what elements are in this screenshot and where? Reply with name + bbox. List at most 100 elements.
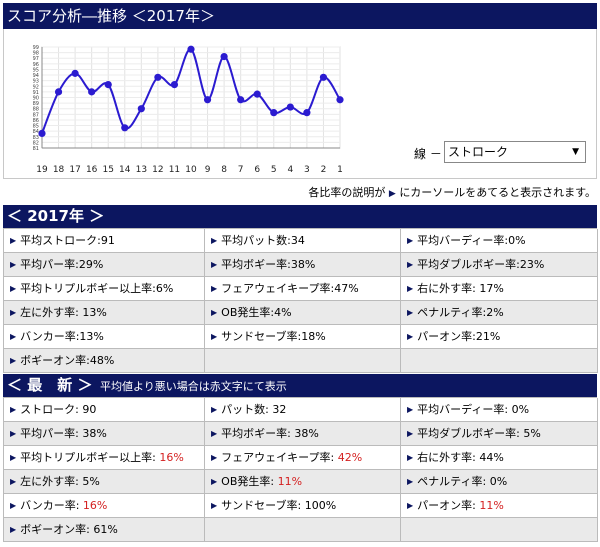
stat-cell[interactable]: ▶ パーオン率: 11%	[401, 494, 598, 518]
stat-cell	[205, 518, 401, 542]
stat-cell[interactable]: ▶ 平均ストローク:91	[4, 229, 205, 253]
y-tick-label: 83	[33, 135, 39, 141]
triangle-right-icon: ▶	[10, 260, 17, 269]
stat-label: フェアウェイキープ率:47%	[221, 282, 359, 295]
x-tick-label: 3	[304, 165, 310, 175]
y-tick-label: 81	[33, 146, 39, 152]
page-title: スコア分析―推移 ＜2017年＞	[3, 3, 597, 29]
stat-label: 平均トリプルボギー以上率:	[20, 451, 160, 464]
stat-cell[interactable]: ▶ 平均パー率: 38%	[4, 422, 205, 446]
triangle-right-icon: ▶	[211, 429, 218, 438]
data-point	[237, 96, 245, 104]
stat-cell[interactable]: ▶ サンドセーブ率: 100%	[205, 494, 401, 518]
x-tick-label: 1	[337, 165, 343, 175]
stat-cell[interactable]: ▶ 平均ボギー率: 38%	[205, 422, 401, 446]
stat-value: 5%	[523, 427, 541, 440]
data-point	[253, 90, 261, 98]
stat-label: OB発生率:	[221, 475, 278, 488]
stat-cell[interactable]: ▶ ボギーオン率:48%	[4, 349, 205, 373]
stat-cell[interactable]: ▶ 平均バーディー率: 0%	[401, 398, 598, 422]
triangle-right-icon: ▶	[407, 501, 414, 510]
x-tick-label: 19	[36, 165, 48, 175]
data-point	[38, 129, 46, 138]
x-tick-label: 10	[185, 165, 197, 175]
stat-value: 11%	[277, 475, 303, 488]
y-tick-label: 98	[33, 51, 39, 57]
stat-cell[interactable]: ▶ 平均ダブルボギー率:23%	[401, 253, 598, 277]
triangle-right-icon: ▶	[407, 308, 414, 317]
stat-cell[interactable]: ▶ 平均パット数:34	[205, 229, 401, 253]
y-tick-label: 94	[33, 73, 39, 79]
stat-value: 0%	[489, 475, 508, 488]
stat-label: 平均ダブルボギー率:23%	[417, 258, 545, 271]
stat-label: 平均トリプルボギー以上率:6%	[20, 282, 174, 295]
triangle-right-icon: ▶	[211, 477, 218, 486]
stat-label: 平均ダブルボギー率:	[417, 427, 524, 440]
stat-cell[interactable]: ▶ 平均パー率:29%	[4, 253, 205, 277]
x-tick-label: 7	[238, 165, 244, 175]
x-tick-label: 6	[254, 165, 260, 175]
triangle-right-icon: ▶	[211, 405, 218, 414]
hover-hint: 各比率の説明が ▶ にカーソールをあてると表示されます。	[300, 184, 596, 202]
chevron-down-icon: ▼	[572, 147, 579, 157]
triangle-right-icon: ▶	[211, 453, 218, 462]
data-point	[319, 73, 328, 81]
stat-cell[interactable]: ▶ ボギーオン率: 61%	[4, 518, 205, 542]
stat-cell[interactable]: ▶ 平均バーディー率:0%	[401, 229, 598, 253]
stat-cell[interactable]: ▶ OB発生率: 11%	[205, 470, 401, 494]
stat-cell[interactable]: ▶ サンドセーブ率:18%	[205, 325, 401, 349]
stat-label: パット数:	[221, 403, 273, 416]
x-tick-label: 13	[136, 165, 147, 175]
x-tick-label: 17	[69, 165, 80, 175]
stat-label: 平均パー率:	[20, 427, 83, 440]
stat-cell[interactable]: ▶ ストローク: 90	[4, 398, 205, 422]
stat-cell[interactable]: ▶ バンカー率:13%	[4, 325, 205, 349]
stat-cell[interactable]: ▶ フェアウェイキープ率:47%	[205, 277, 401, 301]
triangle-right-icon: ▶	[10, 332, 17, 341]
stat-label: バンカー率:13%	[20, 330, 104, 343]
stat-cell[interactable]: ▶ パーオン率:21%	[401, 325, 598, 349]
trend-chart: 9998979695949392919089888786858483828119…	[33, 45, 344, 175]
data-point	[170, 80, 179, 89]
stat-cell[interactable]: ▶ 右に外す率: 44%	[401, 446, 598, 470]
triangle-right-icon: ▶	[407, 260, 414, 269]
stat-cell[interactable]: ▶ パット数: 32	[205, 398, 401, 422]
stat-label: 平均バーディー率:0%	[417, 234, 526, 247]
hover-hint-before: 各比率の説明が	[308, 186, 386, 199]
section-latest-grid: ▶ ストローク: 90 ▶ パット数: 32 ▶ 平均バーディー率: 0% ▶ 平均パー率: …	[3, 397, 598, 542]
line-select-dropdown[interactable]: ストローク ▼	[444, 141, 586, 163]
stat-value: 44%	[479, 451, 504, 464]
stat-value: 16%	[159, 451, 184, 464]
stat-value: 38%	[82, 427, 107, 440]
stat-cell[interactable]: ▶ 平均ダブルボギー率: 5%	[401, 422, 598, 446]
stat-cell[interactable]: ▶ ペナルティ率:2%	[401, 301, 598, 325]
stat-cell[interactable]: ▶ バンカー率: 16%	[4, 494, 205, 518]
triangle-right-icon: ▶	[211, 332, 218, 341]
stat-label: フェアウェイキープ率:	[221, 451, 338, 464]
stat-value: 61%	[93, 523, 118, 536]
stat-label: 平均ストローク:91	[20, 234, 115, 247]
stat-label: 平均ボギー率:38%	[221, 258, 316, 271]
stat-cell[interactable]: ▶ 平均トリプルボギー以上率: 16%	[4, 446, 205, 470]
stat-cell[interactable]: ▶ 平均トリプルボギー以上率:6%	[4, 277, 205, 301]
data-point	[154, 73, 162, 81]
stat-cell	[401, 518, 598, 542]
stat-cell[interactable]: ▶ ペナルティ率: 0%	[401, 470, 598, 494]
x-tick-label: 14	[119, 165, 131, 175]
stat-cell[interactable]: ▶ 左に外す率: 5%	[4, 470, 205, 494]
stat-cell[interactable]: ▶ 右に外す率: 17%	[401, 277, 598, 301]
stat-label: 左に外す率:	[20, 475, 83, 488]
triangle-right-icon: ▶	[211, 501, 218, 510]
stat-label: ペナルティ率:2%	[417, 306, 504, 319]
stat-cell[interactable]: ▶ OB発生率:4%	[205, 301, 401, 325]
stat-cell[interactable]: ▶ 左に外す率: 13%	[4, 301, 205, 325]
triangle-right-icon: ▶	[211, 236, 218, 245]
y-tick-label: 96	[33, 62, 39, 68]
stat-cell[interactable]: ▶ 平均ボギー率:38%	[205, 253, 401, 277]
stat-cell[interactable]: ▶ フェアウェイキープ率: 42%	[205, 446, 401, 470]
stat-label: 平均ボギー率:	[221, 427, 295, 440]
y-tick-label: 91	[33, 90, 39, 96]
section-latest-title: ＜ 最 新 ＞	[7, 376, 93, 394]
x-tick-label: 11	[169, 165, 180, 175]
triangle-right-icon: ▶	[407, 429, 414, 438]
